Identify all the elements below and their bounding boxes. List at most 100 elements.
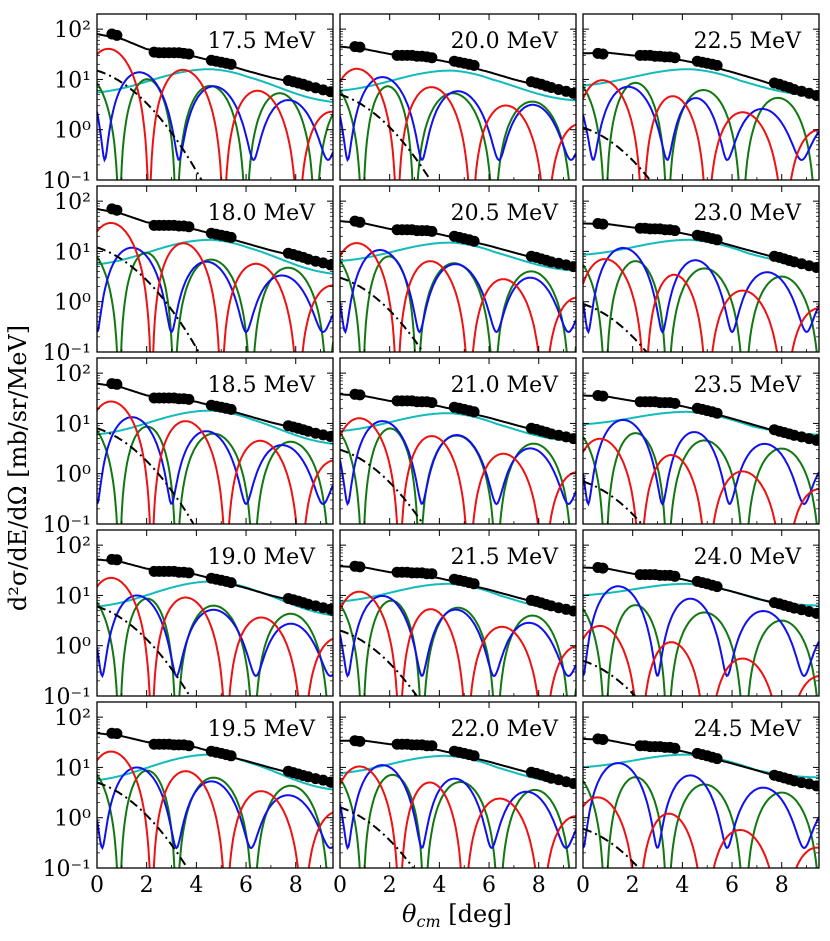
panel-frame bbox=[339, 529, 577, 697]
curve-dashdot bbox=[97, 781, 189, 868]
x-axis-title-symbol: θ bbox=[402, 900, 417, 928]
data-point bbox=[325, 776, 333, 788]
panel-frame bbox=[582, 529, 820, 697]
data-point bbox=[711, 753, 723, 765]
data-point bbox=[597, 390, 609, 402]
data-point bbox=[354, 389, 366, 401]
data-point bbox=[468, 59, 480, 71]
data-point bbox=[711, 234, 723, 246]
panel-frame bbox=[96, 357, 334, 525]
panel-title: 23.5 MeV bbox=[694, 373, 803, 398]
curve-cyan bbox=[583, 68, 819, 97]
data-point bbox=[426, 568, 438, 580]
data-point bbox=[597, 734, 609, 745]
curve-red bbox=[97, 576, 333, 696]
data-point bbox=[811, 90, 819, 101]
data-point bbox=[669, 397, 681, 409]
data-point bbox=[325, 86, 333, 98]
y-tick-label: 10¹ bbox=[54, 412, 91, 437]
curve-red bbox=[583, 79, 819, 180]
data-point bbox=[225, 750, 237, 762]
panels-group: 10⁻¹ 10⁰ 10¹ 10² 17.5 MeV 20.0 MeV 22.5 MeV 10⁻… bbox=[43, 13, 820, 898]
data-point bbox=[111, 728, 123, 740]
curve-dashdot bbox=[340, 93, 432, 180]
x-tick-label: 4 bbox=[675, 873, 689, 898]
curve-red bbox=[583, 258, 819, 352]
y-tick-label: 10⁰ bbox=[54, 635, 91, 660]
x-tick-label: 2 bbox=[626, 873, 640, 898]
data-point bbox=[183, 740, 195, 752]
data-point bbox=[111, 204, 123, 216]
panel-plot-area bbox=[97, 378, 333, 524]
curve-red bbox=[97, 750, 333, 868]
panel-plot-area bbox=[340, 560, 576, 696]
curve-cyan bbox=[97, 238, 333, 275]
curve-green bbox=[97, 769, 328, 868]
data-point bbox=[811, 434, 819, 446]
panel-title: 18.0 MeV bbox=[208, 201, 317, 226]
curve-cyan bbox=[340, 412, 576, 443]
curve-blue bbox=[583, 246, 819, 335]
y-tick-label: 10² bbox=[54, 706, 91, 731]
curve-blue bbox=[97, 766, 333, 851]
data-point bbox=[597, 562, 609, 574]
data-point bbox=[426, 397, 438, 409]
curve-dashdot bbox=[97, 246, 200, 352]
curve-blue bbox=[583, 762, 819, 850]
data-point bbox=[597, 218, 609, 230]
data-point bbox=[468, 406, 480, 418]
curve-dashdot bbox=[583, 659, 637, 696]
y-axis-title: d²σ/dE/dΩ [mb/sr/MeV] bbox=[4, 325, 32, 611]
curve-blue bbox=[340, 76, 576, 163]
panel-6: 23.0 MeV bbox=[582, 185, 820, 353]
y-tick-label: 10² bbox=[54, 18, 91, 43]
panel-1: 10⁻¹ 10⁰ 10¹ 10² 17.5 MeV bbox=[43, 13, 334, 194]
panel-plot-area bbox=[340, 735, 576, 868]
panel-plot-area bbox=[340, 215, 576, 352]
data-point bbox=[354, 216, 366, 228]
curve-blue bbox=[583, 418, 819, 507]
y-tick-label: 10⁻¹ bbox=[43, 513, 91, 538]
panel-title: 19.0 MeV bbox=[208, 545, 317, 570]
y-tick-label: 10¹ bbox=[54, 240, 91, 265]
panel-3: 22.5 MeV bbox=[582, 13, 820, 181]
data-point bbox=[354, 41, 366, 53]
panel-title: 22.0 MeV bbox=[451, 717, 560, 742]
panel-title: 24.0 MeV bbox=[694, 545, 803, 570]
y-tick-label: 10⁻¹ bbox=[43, 685, 91, 710]
panel-title: 18.5 MeV bbox=[208, 373, 317, 398]
curve-blue bbox=[583, 85, 819, 162]
curve-cyan bbox=[340, 241, 576, 272]
data-point bbox=[669, 52, 681, 64]
y-tick-label: 10¹ bbox=[54, 584, 91, 609]
curve-dashdot bbox=[97, 69, 203, 180]
curve-blue bbox=[340, 764, 576, 851]
panel-plot-area bbox=[97, 727, 333, 868]
data-point bbox=[225, 577, 237, 589]
curve-red bbox=[340, 417, 576, 524]
curve-green bbox=[340, 773, 571, 868]
data-point bbox=[354, 561, 366, 573]
data-point bbox=[111, 554, 123, 566]
curve-dashdot bbox=[340, 806, 415, 868]
panel-7: 10⁻¹ 10⁰ 10¹ 10² 18.5 MeV bbox=[43, 357, 334, 538]
panel-13: 0 2 4 6 8 10⁻¹ 10⁰ 10¹ 10² 19.5 MeV bbox=[43, 701, 334, 898]
panel-frame bbox=[339, 185, 577, 353]
data-point bbox=[468, 750, 480, 762]
y-tick-label: 10⁰ bbox=[54, 119, 91, 144]
x-tick-label: 8 bbox=[289, 873, 303, 898]
data-point bbox=[426, 225, 438, 237]
data-point bbox=[568, 261, 576, 273]
data-point bbox=[325, 259, 333, 271]
panel-15: 0 2 4 6 8 24.5 MeV bbox=[576, 701, 820, 898]
y-tick-label: 10⁻¹ bbox=[43, 857, 91, 882]
data-point bbox=[568, 778, 576, 789]
x-tick-label: 6 bbox=[725, 873, 739, 898]
x-tick-label: 0 bbox=[576, 873, 590, 898]
panel-title: 23.0 MeV bbox=[694, 201, 803, 226]
data-point bbox=[711, 59, 723, 71]
panel-title: 19.5 MeV bbox=[208, 717, 317, 742]
data-point bbox=[811, 607, 819, 619]
panel-frame bbox=[339, 701, 577, 869]
panel-frame bbox=[339, 13, 577, 181]
